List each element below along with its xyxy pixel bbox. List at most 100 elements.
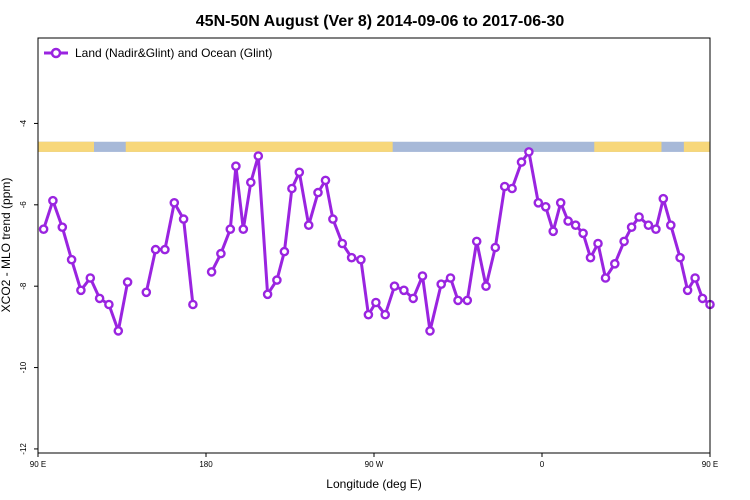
data-point xyxy=(245,177,256,188)
data-point xyxy=(150,244,161,255)
y-axis-label: XCO2 - MLO trend (ppm) xyxy=(0,178,13,313)
legend-marker xyxy=(50,47,62,59)
y-tick-label: -6 xyxy=(19,201,28,209)
chart-title: 45N-50N August (Ver 8) 2014-09-06 to 201… xyxy=(196,13,565,30)
data-point xyxy=(389,281,400,292)
data-point xyxy=(160,244,170,255)
legend: Land (Nadir&Glint) and Ocean (Glint) xyxy=(44,46,272,60)
series-line xyxy=(144,201,195,305)
data-point xyxy=(690,273,700,283)
data-point xyxy=(238,224,249,234)
y-tick-label: -12 xyxy=(19,443,28,455)
data-point xyxy=(279,246,290,257)
land-band-segment xyxy=(594,141,662,152)
data-point xyxy=(453,295,463,306)
data-point xyxy=(445,273,456,283)
data-point xyxy=(626,222,637,232)
data-point xyxy=(524,147,534,157)
x-tick-label: 90 W xyxy=(365,460,384,469)
data-point xyxy=(337,238,348,249)
data-point xyxy=(619,236,629,247)
x-tick-label: 180 xyxy=(199,460,213,469)
data-point xyxy=(570,220,581,230)
data-point xyxy=(356,254,366,265)
data-point xyxy=(675,252,685,263)
x-axis-label: Longitude (deg E) xyxy=(326,477,421,491)
series-layer xyxy=(38,147,715,336)
data-point xyxy=(225,224,236,234)
data-point xyxy=(585,252,596,263)
x-tick-label: 90 E xyxy=(702,460,718,469)
data-point xyxy=(113,326,124,336)
data-point xyxy=(697,293,708,304)
data-point xyxy=(593,238,603,249)
axis-ticks: 90 E 180 90 W 0 90 E-12-10-8-6-4 xyxy=(19,119,718,469)
data-point xyxy=(436,279,447,290)
data-point xyxy=(57,222,68,232)
data-point xyxy=(471,236,482,247)
data-point xyxy=(313,187,323,198)
data-point xyxy=(169,197,180,208)
data-point xyxy=(481,281,491,292)
data-point xyxy=(555,197,566,208)
data-point xyxy=(540,201,551,212)
data-point xyxy=(666,220,676,230)
data-point xyxy=(516,157,527,167)
x-tick-label: 90 E xyxy=(30,460,46,469)
data-point xyxy=(651,224,661,234)
data-point xyxy=(272,275,282,285)
data-point xyxy=(85,273,96,283)
data-point xyxy=(287,183,297,194)
data-point xyxy=(425,326,435,336)
data-point xyxy=(682,285,693,296)
data-point xyxy=(634,212,644,222)
data-point xyxy=(408,293,419,304)
data-point xyxy=(294,167,305,178)
data-point xyxy=(499,181,510,192)
data-point xyxy=(178,214,189,224)
data-point xyxy=(462,295,473,306)
data-point xyxy=(216,248,226,259)
data-point xyxy=(346,252,357,263)
data-point xyxy=(417,271,428,281)
data-point xyxy=(371,297,381,308)
data-point xyxy=(38,224,49,234)
data-point xyxy=(643,220,654,230)
data-point xyxy=(533,197,544,208)
land-band-segment xyxy=(38,141,94,152)
data-point xyxy=(490,242,501,253)
data-point xyxy=(48,195,58,206)
data-point xyxy=(363,309,374,320)
data-point xyxy=(328,214,338,224)
data-point xyxy=(94,293,105,304)
series-line xyxy=(42,199,130,333)
data-point xyxy=(104,299,114,310)
data-point xyxy=(66,254,77,265)
data-point xyxy=(188,299,198,310)
data-point xyxy=(76,285,86,296)
data-point xyxy=(141,287,152,298)
data-point xyxy=(600,273,611,283)
data-point xyxy=(610,258,620,269)
land-ocean-band xyxy=(38,141,710,152)
data-point xyxy=(578,228,588,239)
data-point xyxy=(563,216,573,226)
x-tick-label: 0 xyxy=(540,460,545,469)
y-tick-label: -4 xyxy=(19,119,28,127)
data-point xyxy=(231,161,241,171)
data-point xyxy=(399,285,409,296)
data-point xyxy=(658,193,669,204)
data-point xyxy=(262,289,273,300)
y-tick-label: -8 xyxy=(19,282,28,290)
land-band-segment xyxy=(683,141,710,152)
data-point xyxy=(253,151,264,161)
data-point xyxy=(380,309,391,320)
data-point xyxy=(320,175,331,186)
data-point xyxy=(206,267,217,277)
plot-frame xyxy=(37,37,711,454)
y-tick-label: -10 xyxy=(19,361,28,373)
data-point xyxy=(507,183,517,194)
data-point xyxy=(122,277,133,287)
data-point xyxy=(303,220,314,230)
